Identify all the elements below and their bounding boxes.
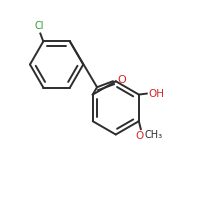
Text: CH₃: CH₃: [144, 130, 162, 140]
Text: O: O: [118, 75, 127, 85]
Text: OH: OH: [148, 89, 164, 99]
Text: O: O: [136, 131, 144, 141]
Text: Cl: Cl: [34, 21, 44, 31]
